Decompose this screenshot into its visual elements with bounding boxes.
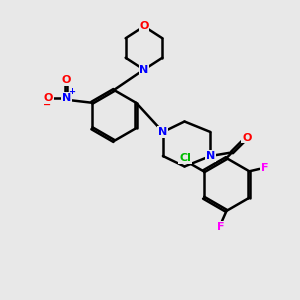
Text: O: O — [44, 93, 53, 103]
Text: N: N — [140, 64, 148, 75]
Text: F: F — [217, 221, 224, 232]
Text: +: + — [68, 87, 75, 96]
Text: F: F — [261, 163, 269, 173]
Text: Cl: Cl — [179, 153, 191, 163]
Text: O: O — [242, 133, 251, 143]
Text: O: O — [139, 21, 149, 32]
Text: N: N — [158, 127, 167, 137]
Text: O: O — [62, 75, 71, 85]
Text: −: − — [43, 100, 51, 110]
Text: N: N — [62, 93, 71, 103]
Text: N: N — [206, 151, 215, 161]
